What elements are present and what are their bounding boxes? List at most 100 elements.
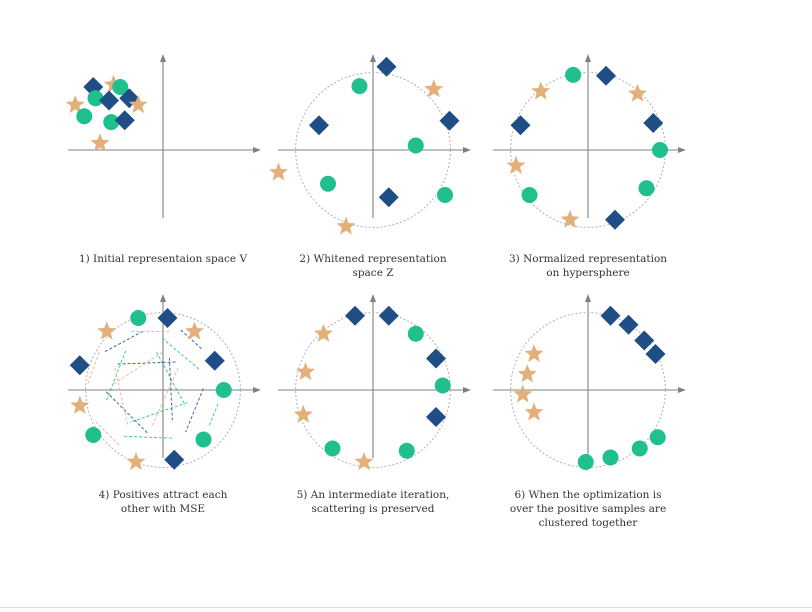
- star-marker: [506, 155, 526, 174]
- star-marker: [314, 323, 333, 342]
- circle-marker: [76, 108, 93, 125]
- attraction-arrow: [208, 403, 219, 426]
- attraction-arrow: [151, 367, 179, 426]
- attraction-arrow: [105, 350, 127, 403]
- diamond-marker: [345, 305, 365, 326]
- circle-marker: [112, 79, 129, 95]
- star-marker: [560, 209, 580, 228]
- caption-line: 5) An intermediate iteration,: [297, 489, 450, 501]
- star-marker: [296, 362, 315, 381]
- caption-line: 6) When the optimization is: [515, 489, 662, 501]
- attraction-arrow: [86, 352, 100, 386]
- panel-caption: 6) When the optimization is over the posi…: [510, 489, 666, 529]
- diamond-marker: [596, 65, 616, 86]
- caption-line: 2) Whitened representation: [299, 253, 446, 265]
- diamond-marker: [605, 209, 625, 230]
- circle-marker: [324, 440, 341, 457]
- circle-marker: [649, 429, 666, 446]
- axes: [278, 294, 471, 458]
- panel-caption: 5) An intermediate iteration, scattering …: [297, 489, 450, 515]
- hypersphere-circle: [295, 72, 451, 228]
- caption-line: on hypersphere: [546, 267, 629, 279]
- attraction-arrow: [129, 402, 188, 423]
- diamond-marker: [510, 115, 531, 136]
- circle-marker: [407, 325, 424, 342]
- caption-line: over the positive samples are: [510, 503, 666, 515]
- bottom-rule: [0, 607, 812, 608]
- panel-5: 5) An intermediate iteration, scattering …: [278, 294, 471, 515]
- panels-grid: 1) Initial representaion space V 2) White…: [65, 54, 686, 529]
- diamond-marker: [309, 115, 329, 136]
- diamond-marker: [426, 348, 446, 369]
- star-marker: [524, 402, 544, 421]
- circle-marker: [521, 187, 538, 203]
- panel-3: 3) Normalized representation on hypersphe…: [493, 54, 686, 279]
- markers: [293, 305, 451, 471]
- circle-marker: [602, 449, 619, 466]
- y-axis-arrowhead: [585, 54, 591, 62]
- circle-marker: [437, 187, 453, 203]
- circle-marker: [103, 114, 120, 131]
- x-axis-arrowhead: [678, 387, 686, 393]
- diamond-marker: [645, 344, 666, 364]
- star-marker: [524, 344, 544, 363]
- panel-2: 2) Whitened representation space Z: [269, 54, 471, 279]
- panel-6: 6) When the optimization is over the posi…: [493, 294, 686, 529]
- attraction-arrow: [105, 391, 149, 434]
- caption-line: space Z: [352, 267, 393, 279]
- x-axis-arrowhead: [253, 387, 261, 393]
- star-marker: [517, 364, 537, 383]
- diamond-marker: [376, 56, 397, 77]
- panel-caption: 3) Normalized representation on hypersphe…: [509, 253, 667, 279]
- circle-marker: [638, 180, 655, 197]
- star-marker: [354, 452, 374, 471]
- x-axis-arrowhead: [253, 147, 261, 153]
- diamond-marker: [378, 305, 399, 326]
- caption-line: scattering is preserved: [312, 503, 435, 515]
- diamond-marker: [618, 314, 639, 335]
- circle-marker: [320, 175, 336, 192]
- circle-marker: [407, 137, 424, 154]
- panel-caption: 4) Positives attract each other with MSE: [99, 489, 228, 515]
- circle-marker: [351, 78, 368, 95]
- caption-line: 3) Normalized representation: [509, 253, 667, 265]
- attraction-arrow: [95, 421, 121, 447]
- attraction-arrow: [117, 361, 177, 365]
- caption-line: other with MSE: [121, 503, 205, 515]
- star-marker: [185, 321, 204, 340]
- circle-marker: [130, 310, 147, 326]
- diamond-marker: [378, 187, 399, 208]
- axes: [493, 54, 686, 218]
- star-marker: [97, 321, 117, 340]
- y-axis-arrowhead: [160, 294, 166, 302]
- attraction-arrow: [114, 367, 129, 426]
- axes: [278, 54, 471, 218]
- caption-line: 1) Initial representaion space V: [79, 253, 248, 265]
- panel-caption: 2) Whitened representation space Z: [299, 253, 446, 279]
- circle-marker: [215, 382, 232, 398]
- y-axis-arrowhead: [585, 294, 591, 302]
- diamond-marker: [157, 308, 178, 328]
- star-marker: [293, 404, 313, 423]
- star-marker: [424, 79, 444, 98]
- hypersphere-circle: [295, 312, 451, 468]
- diamond-marker: [600, 305, 621, 326]
- star-marker: [70, 395, 90, 414]
- star-marker: [90, 133, 110, 152]
- circle-marker: [577, 454, 594, 470]
- diamond-marker: [164, 449, 185, 470]
- attraction-arrow: [124, 435, 173, 439]
- attraction-arrow: [168, 357, 173, 421]
- markers: [506, 65, 668, 230]
- x-axis-arrowhead: [678, 147, 686, 153]
- circle-marker: [195, 431, 212, 448]
- y-axis-arrowhead: [370, 294, 376, 302]
- markers: [513, 305, 666, 470]
- diamond-marker: [643, 113, 664, 133]
- diamond-marker: [204, 350, 225, 371]
- diamond-marker: [99, 90, 119, 111]
- diamond-marker: [439, 110, 460, 131]
- star-marker: [336, 216, 356, 235]
- star-marker: [628, 83, 647, 102]
- circle-marker: [434, 377, 451, 394]
